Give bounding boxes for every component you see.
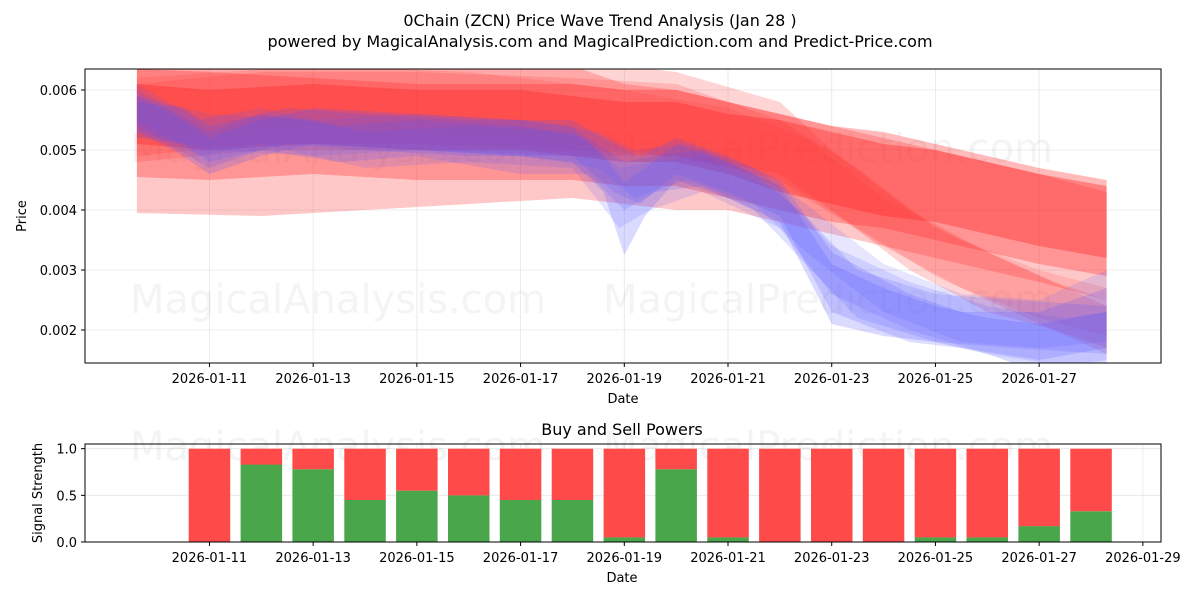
buy-bar [603, 537, 646, 542]
buy-bar [1070, 511, 1112, 542]
signal-x-tick-label: 2026-01-29 [1105, 551, 1181, 566]
future-wave-4-band [136, 69, 1107, 300]
buy-bar [396, 490, 438, 542]
price-x-tick-label: 2026-01-19 [587, 372, 663, 387]
price-x-axis-label: Date [607, 392, 638, 407]
sell-bar [292, 448, 334, 470]
signal-y-tick-label: 0.5 [56, 489, 77, 504]
price-x-tick-label: 2026-01-17 [483, 372, 559, 387]
future-wave-5-band [136, 69, 1107, 276]
sell-bar [344, 448, 386, 500]
watermark-analysis-lower: MagicalAnalysis.com [130, 277, 546, 323]
buy-bar [914, 537, 957, 542]
price-x-tick-label: 2026-01-25 [898, 372, 974, 387]
buy-bar [966, 537, 1008, 542]
future-wave-6-band [136, 84, 1107, 258]
buy-bar [344, 500, 386, 542]
price-y-tick-label: 0.006 [40, 84, 77, 99]
signal-x-tick-label: 2026-01-27 [1001, 551, 1077, 566]
past-wave-4-band [136, 96, 1107, 348]
sell-bar [1018, 448, 1060, 527]
price-wave-bands [136, 69, 1107, 363]
watermark-analysis-upper: MagicalAnalysis.com [130, 126, 546, 172]
price-watermarks: MagicalAnalysis.com MagicalPrediction.co… [130, 126, 1053, 323]
signal-x-tick-label: 2026-01-11 [172, 551, 248, 566]
price-y-tick-label: 0.004 [40, 204, 77, 219]
sell-bar [862, 448, 905, 542]
past-wave-5-band [136, 84, 1107, 363]
signal-x-tick-label: 2026-01-25 [898, 551, 974, 566]
chart-title: 0Chain (ZCN) Price Wave Trend Analysis (… [403, 11, 796, 30]
sell-bar [499, 448, 542, 500]
signal-bars [188, 448, 1112, 542]
price-x-tick-label: 2026-01-27 [1001, 372, 1077, 387]
signal-y-axis-label: Signal Strength [31, 443, 46, 543]
past-wave-3-band [136, 90, 1107, 354]
chart-subtitle: powered by MagicalAnalysis.com and Magic… [267, 32, 932, 51]
price-grid [85, 69, 1161, 363]
sell-bar [188, 448, 231, 542]
signal-x-tick-label: 2026-01-23 [794, 551, 870, 566]
watermark-prediction-upper: MagicalPrediction.com [603, 126, 1053, 172]
signal-y-tick-label: 1.0 [56, 443, 77, 458]
sell-bar [811, 448, 853, 542]
signal-plot-frame [84, 443, 1162, 543]
sell-bar [655, 448, 697, 470]
buy-bar [499, 500, 542, 542]
sell-bar [551, 448, 594, 500]
price-plot-frame [84, 68, 1162, 364]
signal-x-tick-label: 2026-01-15 [379, 551, 455, 566]
sell-bar [1070, 448, 1112, 512]
sell-bar [966, 448, 1008, 538]
signal-x-axis-label: Date [606, 571, 637, 586]
signal-title: Buy and Sell Powers [541, 420, 703, 439]
past-wave-2-band [136, 102, 1107, 360]
buy-bar [551, 500, 594, 542]
past-wave-1-band [136, 96, 1107, 363]
price-y-tick-label: 0.005 [40, 144, 77, 159]
price-x-tick-label: 2026-01-23 [794, 372, 870, 387]
buy-bar [707, 537, 749, 542]
future-wave-2-band [136, 72, 1107, 354]
signal-panel: Buy and Sell Powers MagicalAnalysis.com … [31, 420, 1181, 586]
sell-bar [759, 448, 801, 542]
price-panel: MagicalAnalysis.com MagicalPrediction.co… [15, 68, 1162, 407]
sell-bar [603, 448, 646, 538]
price-y-tick-label: 0.002 [40, 324, 77, 339]
price-x-tick-label: 2026-01-13 [275, 372, 351, 387]
buy-bar [292, 469, 334, 542]
buy-bar [655, 469, 697, 542]
signal-x-tick-label: 2026-01-21 [690, 551, 766, 566]
future-wave-1-band [136, 69, 1107, 348]
future-wave-3-band [136, 69, 1107, 336]
price-x-tick-label: 2026-01-11 [172, 372, 248, 387]
sell-bar [914, 448, 957, 538]
buy-bar [448, 495, 490, 542]
sell-bar [448, 448, 490, 496]
signal-x-tick-label: 2026-01-13 [275, 551, 351, 566]
sell-bar [707, 448, 749, 538]
signal-x-tick-label: 2026-01-19 [587, 551, 663, 566]
signal-y-ticks: 0.0 0.5 1.0 [56, 443, 85, 551]
price-x-ticks: 2026-01-11 2026-01-13 2026-01-15 2026-01-17… [172, 363, 1077, 387]
sell-bar [396, 448, 438, 491]
watermark-prediction-lower: MagicalPrediction.com [603, 277, 1053, 323]
price-y-axis-label: Price [15, 200, 30, 232]
price-x-tick-label: 2026-01-15 [379, 372, 455, 387]
signal-x-tick-label: 2026-01-17 [483, 551, 559, 566]
price-y-ticks: 0.002 0.003 0.004 0.005 0.006 [40, 84, 85, 339]
buy-bar [1018, 526, 1060, 542]
signal-x-ticks: 2026-01-11 2026-01-13 2026-01-15 2026-01-17… [172, 542, 1181, 566]
signal-y-tick-label: 0.0 [56, 536, 77, 551]
buy-bar [240, 464, 283, 542]
price-x-tick-label: 2026-01-21 [690, 372, 766, 387]
sell-bar [240, 448, 283, 465]
price-y-tick-label: 0.003 [40, 264, 77, 279]
